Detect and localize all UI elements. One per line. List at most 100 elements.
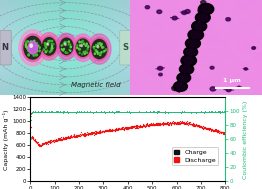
Discharge (73, 134, 77, 137)
Circle shape (252, 47, 255, 49)
Charge (127, 127, 131, 130)
Charge (155, 124, 159, 127)
Point (130, 111, 134, 114)
Discharge (149, 124, 154, 127)
Point (84, 111, 88, 114)
Discharge (123, 125, 127, 128)
Point (72, 110, 76, 113)
Charge (211, 130, 215, 133)
Discharge (153, 123, 157, 126)
Charge (130, 126, 134, 129)
Charge (53, 140, 58, 143)
Discharge (148, 123, 152, 126)
Charge (154, 124, 158, 127)
Charge (122, 127, 126, 130)
Point (161, 110, 165, 113)
Charge (137, 126, 141, 129)
Point (90, 110, 95, 113)
Point (104, 110, 108, 113)
Circle shape (84, 53, 85, 54)
Discharge (104, 129, 108, 132)
Discharge (144, 122, 148, 125)
Circle shape (33, 54, 34, 56)
Charge (115, 129, 119, 132)
Discharge (116, 128, 120, 131)
Discharge (161, 123, 165, 126)
Circle shape (145, 6, 150, 9)
Charge (64, 137, 69, 140)
Discharge (182, 120, 186, 123)
Point (119, 111, 124, 114)
Discharge (28, 103, 32, 106)
Discharge (52, 139, 56, 142)
Charge (124, 128, 128, 131)
Circle shape (210, 87, 216, 91)
Charge (179, 123, 184, 126)
Charge (93, 131, 97, 134)
Point (177, 111, 182, 114)
Discharge (192, 122, 196, 125)
Charge (85, 133, 89, 136)
Discharge (43, 141, 47, 144)
Charge (128, 126, 132, 129)
Charge (194, 123, 198, 126)
Point (46, 111, 50, 114)
Discharge (54, 138, 58, 141)
Discharge (222, 132, 227, 135)
Point (117, 110, 121, 113)
Discharge (219, 130, 223, 133)
Discharge (210, 128, 214, 131)
Discharge (64, 136, 69, 139)
Point (53, 110, 57, 113)
Charge (56, 139, 60, 142)
Charge (151, 124, 155, 127)
Point (196, 110, 200, 113)
Charge (188, 122, 193, 125)
Discharge (32, 139, 36, 142)
Point (197, 111, 201, 114)
Point (158, 110, 162, 113)
Discharge (103, 130, 107, 133)
Discharge (104, 130, 108, 133)
Point (92, 110, 97, 113)
Circle shape (36, 50, 38, 52)
Circle shape (27, 41, 28, 42)
Point (46, 110, 51, 113)
Point (30, 111, 34, 114)
Discharge (76, 134, 80, 137)
Point (159, 111, 163, 114)
Charge (122, 127, 127, 130)
Circle shape (47, 50, 48, 51)
Point (165, 110, 169, 113)
Point (68, 110, 73, 113)
Charge (130, 125, 134, 129)
Y-axis label: Coulombic efficiency (%): Coulombic efficiency (%) (243, 100, 248, 179)
Discharge (55, 138, 59, 141)
Point (166, 110, 170, 113)
Point (36, 110, 40, 113)
Point (195, 111, 199, 114)
Point (32, 111, 37, 114)
Discharge (124, 125, 129, 129)
Discharge (100, 130, 104, 133)
Charge (142, 124, 146, 127)
Charge (173, 123, 178, 126)
Discharge (96, 131, 100, 134)
Discharge (88, 132, 92, 135)
Circle shape (66, 52, 67, 53)
Discharge (157, 122, 161, 125)
Discharge (157, 122, 161, 125)
Point (40, 110, 44, 113)
Charge (69, 135, 73, 138)
Charge (168, 124, 173, 127)
Discharge (129, 125, 133, 128)
Discharge (61, 136, 66, 139)
Discharge (222, 132, 226, 135)
Point (202, 111, 206, 114)
Charge (131, 125, 135, 128)
Point (89, 111, 93, 114)
Charge (80, 133, 84, 136)
Point (132, 110, 136, 113)
Discharge (61, 138, 65, 141)
Point (211, 111, 215, 114)
